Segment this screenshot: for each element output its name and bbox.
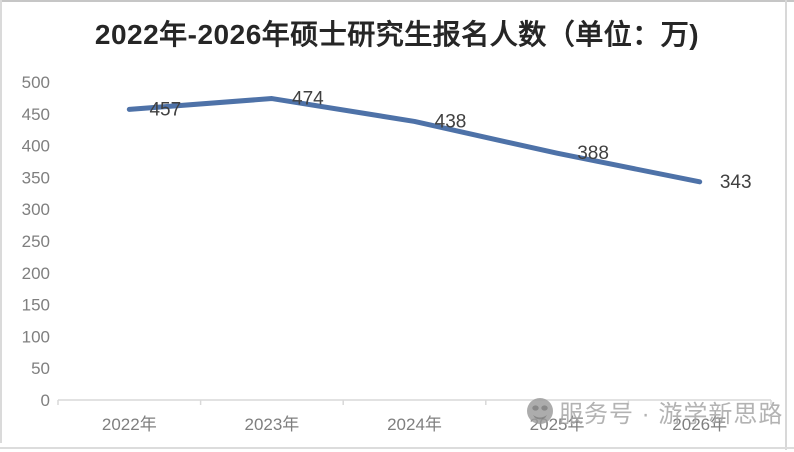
data-point-label: 343 — [720, 172, 752, 193]
chart-border-right — [785, 0, 787, 450]
data-point-label: 388 — [577, 143, 609, 164]
y-axis-tick-label: 450 — [22, 105, 50, 124]
y-axis-tick-label: 350 — [22, 168, 50, 187]
y-axis-tick-label: 100 — [22, 327, 50, 346]
chart-border-top — [0, 0, 794, 2]
x-axis-category-label: 2023年 — [244, 415, 299, 434]
y-axis-tick-label: 500 — [22, 73, 50, 92]
x-axis-category-label: 2022年 — [102, 415, 157, 434]
data-series-line — [126, 96, 703, 185]
chart-border-left — [0, 0, 2, 443]
chart-title: 2022年-2026年硕士研究生报名人数（单位：万) — [94, 19, 700, 50]
x-axis-category-label: 2024年 — [387, 415, 442, 434]
y-axis-tick-label: 200 — [22, 264, 50, 283]
y-axis-tick-label: 150 — [22, 296, 50, 315]
x-axis-category-label: 2026年 — [672, 415, 727, 434]
data-point-label: 438 — [435, 111, 467, 132]
data-point-label: 474 — [292, 89, 324, 110]
y-axis-tick-label: 400 — [22, 137, 50, 156]
y-axis-tick-label: 250 — [22, 232, 50, 251]
y-axis-tick-label: 300 — [22, 200, 50, 219]
data-point-label: 457 — [149, 99, 181, 120]
y-axis-tick-label: 50 — [31, 359, 50, 378]
y-axis-tick-label: 0 — [41, 391, 50, 410]
chart-border-bottom — [0, 447, 794, 449]
x-axis-category-label: 2025年 — [530, 415, 585, 434]
